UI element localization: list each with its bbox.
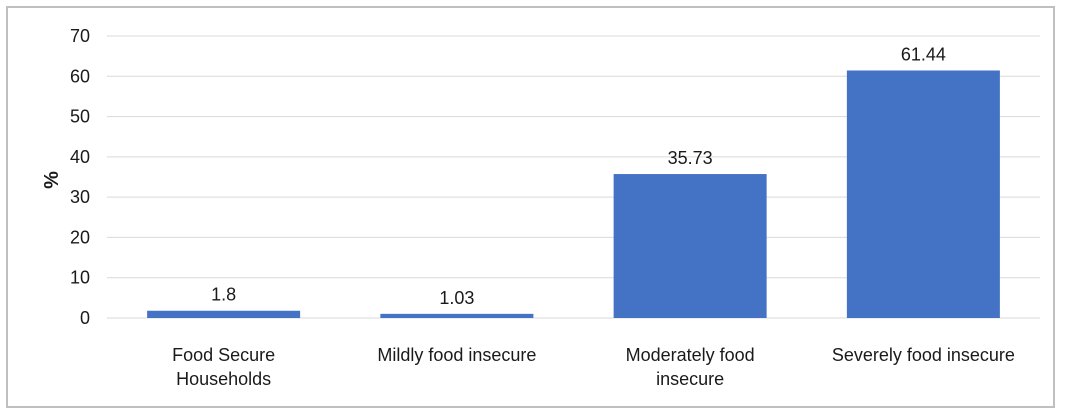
y-tick-label-10: 10 (70, 268, 90, 288)
y-tick-label-40: 40 (70, 147, 90, 167)
bar-0 (147, 310, 301, 318)
category-label-3-line-0: Severely food insecure (832, 345, 1015, 365)
data-label-2: 35.73 (668, 148, 713, 168)
category-label-2-line-0: Moderately food (626, 345, 755, 365)
y-tick-label-70: 70 (70, 26, 90, 46)
bar-2 (613, 174, 767, 318)
category-label-0-line-1: Households (176, 369, 271, 389)
data-label-1: 1.03 (439, 288, 474, 308)
bar-1 (380, 313, 534, 318)
y-tick-label-0: 0 (80, 308, 90, 328)
y-axis-label: % (41, 171, 63, 189)
category-label-1-line-0: Mildly food insecure (377, 345, 536, 365)
data-label-3: 61.44 (901, 44, 946, 64)
y-tick-label-20: 20 (70, 227, 90, 247)
data-label-0: 1.8 (211, 285, 236, 305)
category-label-0-line-0: Food Secure (172, 345, 275, 365)
y-tick-label-60: 60 (70, 66, 90, 86)
category-label-2-line-1: insecure (656, 369, 724, 389)
y-tick-label-50: 50 (70, 107, 90, 127)
bar-3 (846, 70, 1000, 318)
y-tick-label-30: 30 (70, 187, 90, 207)
